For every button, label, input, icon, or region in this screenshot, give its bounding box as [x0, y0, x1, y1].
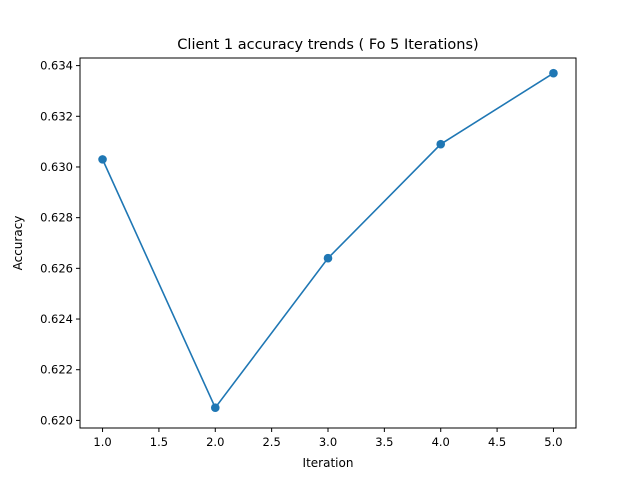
y-axis-ticks: 0.620 0.622 0.624 0.626 0.628 0.630 0.632 0.634: [40, 59, 80, 427]
x-tick-label: 2.5: [262, 435, 280, 449]
x-tick-label: 4.5: [488, 435, 506, 449]
y-tick-label: 0.622: [40, 363, 73, 377]
x-axis-label: Iteration: [303, 456, 354, 470]
y-tick-label: 0.620: [40, 413, 73, 427]
data-point: [210, 403, 220, 413]
y-tick-label: 0.632: [40, 109, 73, 123]
data-point: [436, 139, 446, 149]
x-tick-label: 2.0: [206, 435, 224, 449]
y-tick-label: 0.624: [40, 312, 73, 326]
chart-title: Client 1 accuracy trends ( Fo 5 Iteratio…: [177, 37, 478, 53]
y-tick-label: 0.628: [40, 211, 73, 225]
axes-frame: [79, 57, 577, 429]
x-tick-label: 5.0: [544, 435, 562, 449]
series-line: [101, 72, 554, 410]
x-tick-label: 1.5: [150, 435, 168, 449]
y-tick-label: 0.626: [40, 261, 73, 275]
y-tick-label: 0.630: [40, 160, 73, 174]
x-tick-label: 1.0: [93, 435, 111, 449]
y-axis-label: Accuracy: [11, 216, 25, 271]
data-point: [98, 155, 107, 164]
x-tick-label: 4.0: [432, 435, 450, 449]
y-tick-label: 0.634: [40, 59, 73, 73]
data-point: [549, 68, 558, 78]
x-tick-label: 3.0: [319, 435, 337, 449]
data-point: [323, 253, 333, 263]
series-layer: [98, 68, 558, 413]
plot-area: 1.0 1.5 2.0 2.5 3.0 3.5 4.0 4.5 5.0 0.6200.6220.…: [40, 57, 577, 449]
x-tick-label: 3.5: [375, 435, 393, 449]
x-axis-ticks: 1.0 1.5 2.0 2.5 3.0 3.5 4.0 4.5 5.0: [93, 428, 563, 449]
